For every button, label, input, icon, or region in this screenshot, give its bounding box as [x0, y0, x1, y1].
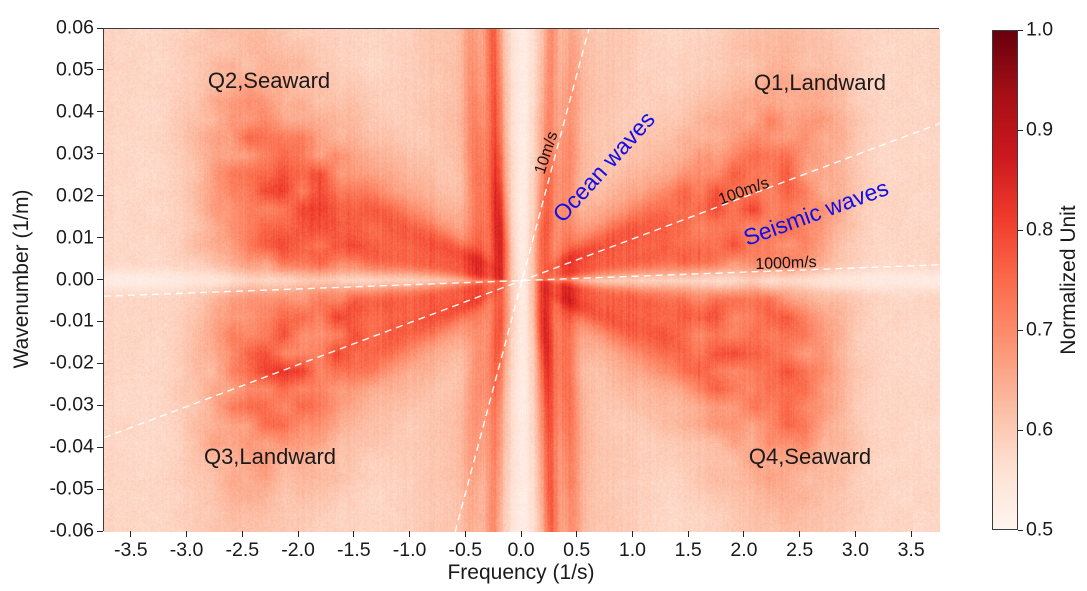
- colorbar: [992, 30, 1018, 530]
- y-tick-label: -0.01: [49, 309, 94, 332]
- x-axis-label: Frequency (1/s): [447, 561, 595, 584]
- x-tick-label: -1.0: [392, 539, 427, 561]
- x-tick-mark: [799, 531, 801, 537]
- colorbar-tick-label: 0.8: [1026, 218, 1054, 241]
- y-tick-mark: [97, 279, 103, 280]
- y-tick-mark: [97, 153, 103, 155]
- colorbar-tick-mark: [1018, 429, 1023, 431]
- y-axis-label: Wavenumber (1/m): [10, 189, 33, 369]
- x-tick-mark: [130, 531, 132, 537]
- x-tick-mark: [464, 531, 466, 537]
- x-tick-label: 0.5: [563, 539, 591, 561]
- quadrant-label-q2: Q2,Seaward: [207, 68, 331, 93]
- x-tick-label: 3.0: [841, 539, 869, 561]
- x-tick-label: -2.5: [225, 539, 260, 561]
- y-tick-mark: [97, 530, 103, 532]
- x-tick-label: 1.0: [618, 539, 647, 561]
- x-tick-label: 3.5: [897, 539, 925, 561]
- x-tick-mark: [353, 531, 355, 537]
- y-tick-mark: [97, 69, 103, 71]
- x-tick-label: 0.0: [507, 539, 535, 561]
- y-tick-mark: [97, 111, 103, 113]
- colorbar-gradient: [993, 31, 1017, 529]
- x-tick-mark: [910, 531, 912, 537]
- x-tick-mark: [631, 531, 633, 537]
- x-tick-mark: [186, 531, 188, 537]
- x-tick-mark: [297, 531, 299, 537]
- y-tick-label: -0.05: [49, 477, 94, 500]
- x-tick-label: -2.0: [281, 539, 315, 561]
- y-tick-label: -0.04: [49, 435, 94, 458]
- y-tick-label: 0.02: [56, 184, 94, 207]
- colorbar-tick-label: 1.0: [1026, 18, 1054, 41]
- colorbar-tick-label: 0.5: [1026, 518, 1054, 541]
- quadrant-label-q3: Q3,Landward: [203, 444, 337, 469]
- x-tick-label: -1.5: [336, 539, 371, 561]
- x-tick-mark: [854, 531, 856, 537]
- y-tick-mark: [97, 320, 103, 322]
- y-tick-label: -0.02: [49, 351, 94, 374]
- y-tick-mark: [97, 362, 103, 364]
- colorbar-tick-mark: [1018, 229, 1023, 231]
- y-tick-label: 0.06: [56, 16, 94, 39]
- x-tick-label: 2.0: [730, 539, 758, 561]
- y-tick-label: -0.03: [49, 393, 94, 416]
- x-tick-label: -3.0: [169, 539, 204, 561]
- colorbar-tick-label: 0.7: [1026, 318, 1054, 341]
- y-tick-label: 0.03: [56, 142, 94, 165]
- colorbar-tick-mark: [1018, 329, 1023, 331]
- colorbar-tick-mark: [1018, 529, 1023, 531]
- x-tick-mark: [687, 531, 689, 537]
- y-tick-mark: [97, 446, 103, 448]
- x-tick-label: 2.5: [786, 539, 814, 561]
- y-tick-label: 0.05: [56, 58, 94, 81]
- y-tick-mark: [97, 237, 103, 239]
- x-tick-mark: [520, 531, 522, 537]
- x-tick-mark: [241, 531, 243, 537]
- y-tick-mark: [97, 195, 103, 197]
- colorbar-tick-mark: [1018, 129, 1023, 131]
- quadrant-label-q4: Q4,Seaward: [748, 444, 872, 469]
- y-tick-label: 0.01: [56, 226, 94, 249]
- x-tick-label: -3.5: [114, 539, 148, 561]
- x-tick-mark: [576, 531, 578, 537]
- y-tick-mark: [97, 488, 103, 490]
- colorbar-label: Normalized Unit: [1057, 205, 1080, 355]
- speed-line-1000ms-label: 1000m/s: [755, 253, 817, 274]
- y-tick-label: -0.06: [49, 519, 94, 542]
- y-tick-label: 0.00: [56, 268, 94, 290]
- x-tick-label: 1.5: [674, 539, 702, 561]
- y-tick-mark: [97, 404, 103, 406]
- y-tick-label: 0.04: [56, 100, 94, 123]
- quadrant-label-q1: Q1,Landward: [753, 70, 887, 95]
- colorbar-tick-mark: [1018, 29, 1023, 31]
- x-tick-mark: [409, 531, 411, 537]
- x-tick-label: -0.5: [448, 539, 483, 561]
- colorbar-tick-label: 0.9: [1026, 118, 1054, 141]
- colorbar-tick-label: 0.6: [1026, 418, 1054, 441]
- x-tick-mark: [743, 531, 745, 537]
- y-tick-mark: [97, 27, 103, 29]
